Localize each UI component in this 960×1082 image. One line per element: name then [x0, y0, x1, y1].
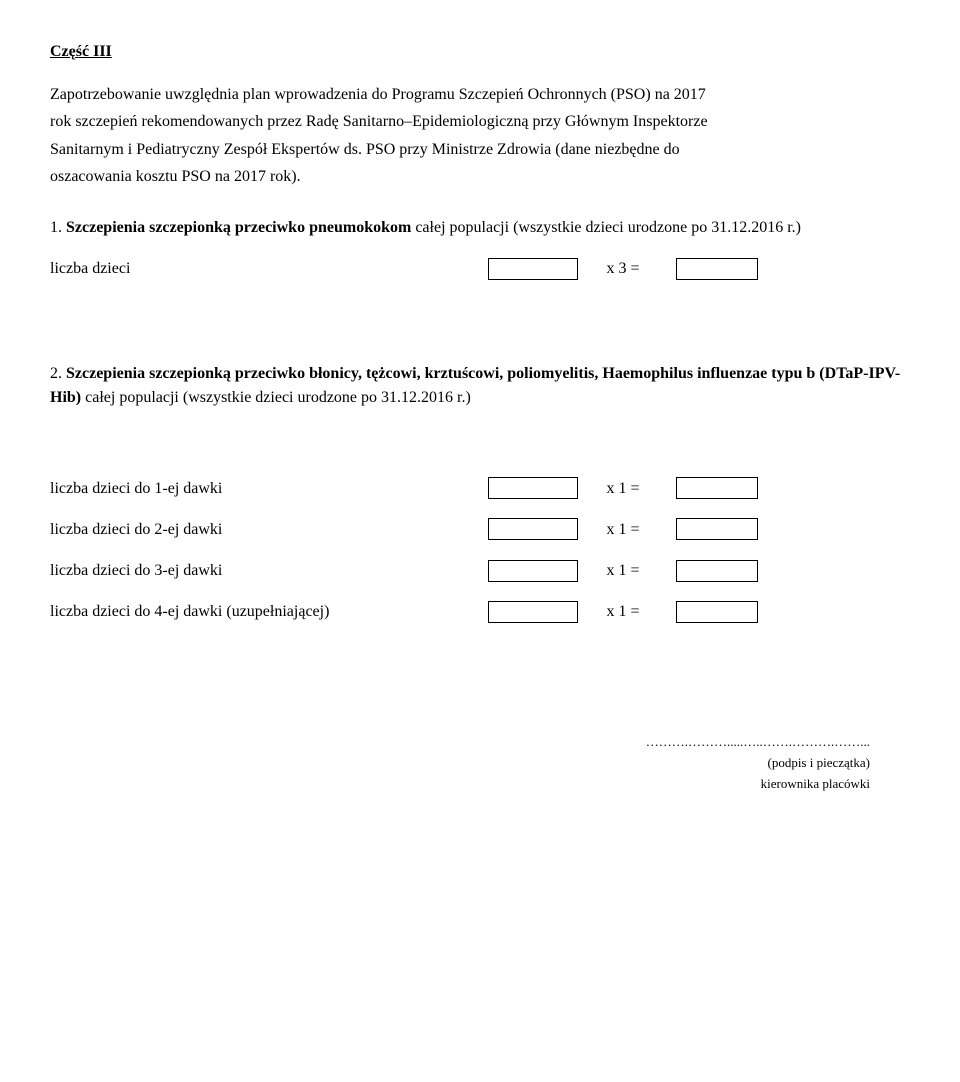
- input-box[interactable]: [488, 601, 578, 623]
- multiplier-text: x 3 =: [578, 257, 668, 280]
- signature-dots: ……….……….....…..…….……….……...: [50, 733, 870, 752]
- row-label: liczba dzieci: [50, 257, 480, 280]
- intro-line-4: oszacowania kosztu PSO na 2017 rok).: [50, 165, 910, 188]
- row-label: liczba dzieci do 1-ej dawki: [50, 477, 480, 500]
- result-box[interactable]: [676, 477, 758, 499]
- multiplier-text: x 1 =: [578, 477, 668, 500]
- section-1-row: liczba dzieci x 3 =: [50, 257, 910, 280]
- section-2-row-1: liczba dzieci do 1-ej dawki x 1 =: [50, 477, 910, 500]
- document-title: Część III: [50, 40, 910, 63]
- signature-line-1: (podpis i pieczątka): [50, 754, 870, 773]
- result-box[interactable]: [676, 518, 758, 540]
- result-box[interactable]: [676, 601, 758, 623]
- section-1-lead: 1.: [50, 219, 66, 236]
- intro-line-3: Sanitarnym i Pediatryczny Zespół Ekspert…: [50, 138, 910, 161]
- row-label: liczba dzieci do 4-ej dawki (uzupełniają…: [50, 600, 480, 623]
- result-box[interactable]: [676, 560, 758, 582]
- section-2-row-2: liczba dzieci do 2-ej dawki x 1 =: [50, 518, 910, 541]
- input-box[interactable]: [488, 518, 578, 540]
- row-label: liczba dzieci do 3-ej dawki: [50, 559, 480, 582]
- signature-line-2: kierownika placówki: [50, 775, 870, 794]
- intro-line-2: rok szczepień rekomendowanych przez Radę…: [50, 110, 910, 133]
- section-1-bold: Szczepienia szczepionką przeciwko pneumo…: [66, 219, 411, 236]
- section-2-row-3: liczba dzieci do 3-ej dawki x 1 =: [50, 559, 910, 582]
- section-1-tail: całej populacji (wszystkie dzieci urodzo…: [411, 219, 801, 236]
- result-box[interactable]: [676, 258, 758, 280]
- intro-line-1: Zapotrzebowanie uwzględnia plan wprowadz…: [50, 83, 910, 106]
- section-1-heading: 1. Szczepienia szczepionką przeciwko pne…: [50, 216, 910, 239]
- section-2-row-4: liczba dzieci do 4-ej dawki (uzupełniają…: [50, 600, 910, 623]
- row-label: liczba dzieci do 2-ej dawki: [50, 518, 480, 541]
- input-box[interactable]: [488, 477, 578, 499]
- multiplier-text: x 1 =: [578, 559, 668, 582]
- section-2-lead: 2.: [50, 365, 66, 382]
- input-box[interactable]: [488, 560, 578, 582]
- section-2-heading: 2. Szczepienia szczepionką przeciwko bło…: [50, 362, 910, 408]
- input-box[interactable]: [488, 258, 578, 280]
- section-2-tail: całej populacji (wszystkie dzieci urodzo…: [81, 389, 471, 406]
- intro-paragraph: Zapotrzebowanie uwzględnia plan wprowadz…: [50, 83, 910, 188]
- multiplier-text: x 1 =: [578, 518, 668, 541]
- multiplier-text: x 1 =: [578, 600, 668, 623]
- signature-block: ……….……….....…..…….……….……... (podpis i pi…: [50, 733, 910, 794]
